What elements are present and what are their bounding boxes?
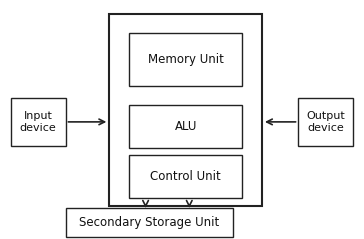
Text: ALU: ALU [174, 120, 197, 133]
Bar [129, 105, 242, 148]
Bar [66, 208, 233, 237]
Bar [109, 14, 262, 206]
Bar [298, 98, 353, 146]
Text: Secondary Storage Unit: Secondary Storage Unit [79, 216, 219, 229]
Text: Memory Unit: Memory Unit [148, 53, 223, 66]
Bar [129, 33, 242, 86]
Bar [129, 155, 242, 198]
Bar [11, 98, 66, 146]
Text: Output
device: Output device [306, 111, 345, 133]
Text: Input
device: Input device [20, 111, 56, 133]
Text: Control Unit: Control Unit [150, 170, 221, 183]
